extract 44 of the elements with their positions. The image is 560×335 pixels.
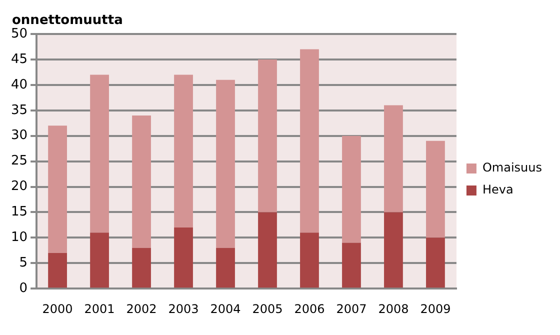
y-tick-label: 5 — [19, 256, 28, 271]
x-tick-label: 2008 — [378, 302, 409, 316]
bar — [426, 238, 445, 288]
bar — [300, 49, 319, 233]
bar — [384, 105, 403, 212]
y-tick-label: 20 — [10, 179, 28, 194]
bar — [216, 248, 235, 288]
bar — [90, 74, 109, 233]
legend-label: Omaisuus — [482, 160, 542, 175]
y-tick-label: 40 — [10, 77, 28, 92]
bar — [90, 232, 109, 288]
y-tick-label: 15 — [10, 204, 28, 220]
bar — [426, 140, 445, 238]
bar — [384, 212, 403, 288]
bar — [132, 115, 151, 248]
bar — [258, 59, 277, 212]
x-tick-label: 2009 — [420, 302, 451, 316]
y-axis-title: onnettomuutta — [12, 13, 123, 28]
y-tick-label: 30 — [10, 128, 28, 144]
bar — [174, 74, 193, 228]
y-tick-label: 45 — [10, 52, 28, 67]
legend-label: Heva — [482, 182, 514, 197]
x-tick-label: 2003 — [168, 302, 199, 316]
bar — [48, 126, 67, 253]
bar — [258, 212, 277, 288]
y-tick-label: 10 — [10, 230, 28, 246]
x-tick-label: 2000 — [42, 302, 73, 316]
bar — [342, 136, 361, 243]
x-tick-label: 2001 — [84, 302, 115, 316]
bar — [48, 252, 67, 288]
bar — [132, 248, 151, 288]
bar — [342, 242, 361, 288]
x-tick-label: 2006 — [294, 302, 325, 316]
bar — [300, 232, 319, 288]
y-tick-label: 0 — [19, 280, 28, 296]
y-tick-label: 25 — [10, 154, 28, 169]
bar — [216, 80, 235, 248]
x-tick-label: 2004 — [210, 302, 241, 316]
bar — [174, 227, 193, 288]
x-tick-label: 2007 — [336, 302, 367, 316]
y-tick-label: 35 — [10, 102, 28, 118]
x-tick-label: 2002 — [126, 302, 157, 316]
x-tick-label: 2005 — [252, 302, 283, 316]
y-tick-label: 50 — [10, 26, 28, 42]
